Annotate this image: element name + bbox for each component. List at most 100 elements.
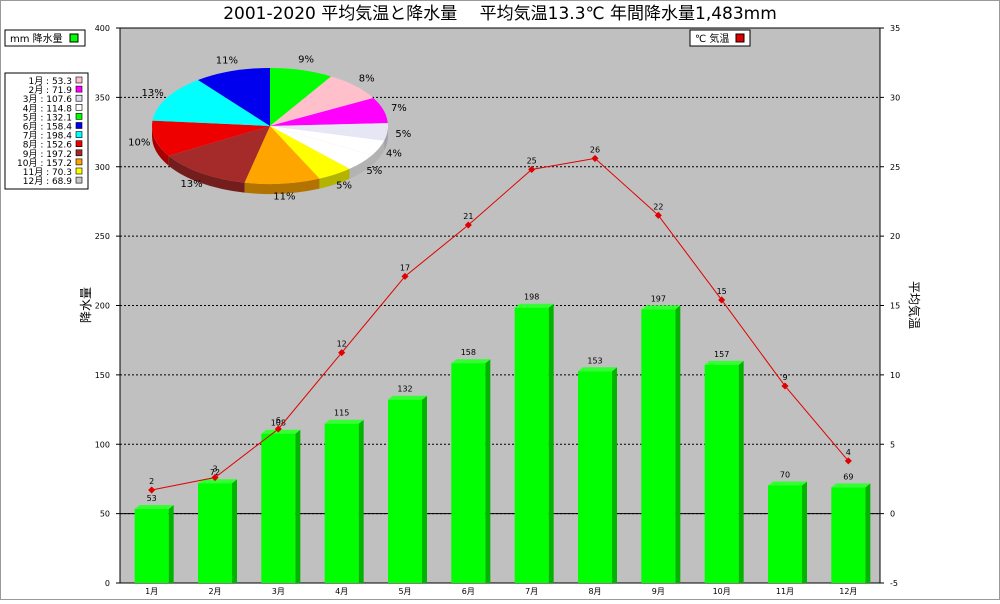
temp-line <box>151 157 849 491</box>
pie-slice <box>270 97 388 126</box>
monthly-legend-entry: 2月 : 71.9 <box>28 85 72 96</box>
bar-top <box>641 305 681 310</box>
temp-point <box>718 296 726 304</box>
temp-data-label: 2 <box>149 477 154 486</box>
monthly-legend-swatch <box>75 149 83 157</box>
bar-top <box>198 479 237 484</box>
temp-legend-label: ℃ 気温 <box>695 32 729 45</box>
y-left-tick-label: 0 <box>105 579 110 588</box>
precip-data-label: 115 <box>334 409 349 418</box>
monthly-legend-swatch <box>75 158 83 166</box>
monthly-legend-entry: 11月 : 70.3 <box>23 167 72 178</box>
monthly-legend-entry: 3月 : 107.6 <box>23 94 73 105</box>
pie-slice-side <box>384 126 388 151</box>
y-left-tick-label: 50 <box>100 510 110 519</box>
monthly-legend-entry: 4月 : 114.8 <box>23 103 73 114</box>
monthly-legend-entry: 10月 : 157.2 <box>17 158 72 169</box>
x-tick-label: 10月 <box>713 587 731 596</box>
temp-data-label: 4 <box>846 448 851 457</box>
y-right-tick-label: 0 <box>890 510 895 519</box>
pie-slice-label: 5% <box>395 129 411 140</box>
bar-top <box>261 429 301 434</box>
y-right-tick-label: 35 <box>890 24 900 33</box>
pie-slice <box>270 126 350 179</box>
pie-slice <box>152 120 270 156</box>
precip-data-label: 72 <box>210 468 220 477</box>
pie-slice <box>270 123 389 141</box>
temp-point <box>654 211 662 219</box>
precip-bar <box>261 433 296 583</box>
monthly-legend-entry: 1月 : 53.3 <box>28 76 72 87</box>
y-right-tick-label: -5 <box>890 579 898 588</box>
precip-bar <box>641 309 676 583</box>
x-tick-label: 7月 <box>525 587 538 596</box>
precip-bar <box>514 307 549 583</box>
precip-bar <box>134 509 169 583</box>
monthly-legend-swatch <box>75 140 83 147</box>
y-right-tick-label: 10 <box>890 371 900 380</box>
pie-slice-side <box>319 168 350 189</box>
temp-point <box>844 457 852 465</box>
pie-slice <box>198 68 270 126</box>
temp-point <box>591 154 599 162</box>
pie-slice-label: 8% <box>359 74 375 85</box>
pie-slice <box>270 76 374 126</box>
y-left-tick-label: 150 <box>95 371 110 380</box>
pie-slice-label: 5% <box>336 180 352 191</box>
precip-data-label: 197 <box>651 294 666 303</box>
bar-top <box>831 483 871 488</box>
precip-bar <box>831 487 866 583</box>
bar-side <box>295 429 301 583</box>
pie-slice <box>270 68 332 126</box>
precip-legend-label: mm 降水量 <box>10 32 63 45</box>
precip-data-label: 108 <box>271 419 286 428</box>
temp-data-label: 25 <box>527 157 537 166</box>
precip-data-label: 158 <box>461 348 476 357</box>
x-tick-label: 9月 <box>652 587 665 596</box>
y-left-tick-label: 400 <box>95 24 110 33</box>
pie-slice <box>168 126 270 183</box>
monthly-legend-swatch <box>75 113 83 120</box>
y-left-axis-label: 降水量 <box>79 287 93 323</box>
pie-slice <box>152 80 270 126</box>
monthly-legend-entry: 9月 : 197.2 <box>23 149 72 160</box>
pie-slice-label: 13% <box>180 179 202 190</box>
precip-legend-box <box>4 29 86 47</box>
bar-side <box>548 303 554 583</box>
temp-point <box>401 272 409 280</box>
bar-side <box>865 483 871 583</box>
precip-bar <box>451 363 486 583</box>
monthly-legend-swatch <box>75 76 83 84</box>
monthly-legend-swatch <box>75 167 83 175</box>
x-tick-label: 11月 <box>776 587 794 596</box>
monthly-legend-entry: 6月 : 158.4 <box>23 122 73 133</box>
precip-bar <box>198 483 232 583</box>
temp-data-label: 9 <box>782 373 787 382</box>
pie-slice-label: 10% <box>128 137 150 148</box>
y-right-tick-label: 15 <box>890 302 900 311</box>
y-left-tick-label: 250 <box>95 232 110 241</box>
temp-data-label: 26 <box>590 145 600 154</box>
bar-side <box>168 505 174 583</box>
bar-side <box>802 481 807 583</box>
precip-data-label: 198 <box>524 293 539 302</box>
pie-slice-label: 5% <box>366 166 382 177</box>
x-tick-label: 4月 <box>335 587 348 596</box>
precip-bar <box>388 399 422 583</box>
bar-top <box>704 360 744 365</box>
x-tick-label: 12月 <box>839 587 857 596</box>
pie-slice <box>244 126 320 184</box>
monthly-legend-entry: 5月 : 132.1 <box>23 112 72 123</box>
temp-legend-box <box>689 29 751 47</box>
precip-data-label: 153 <box>587 356 602 365</box>
temp-data-label: 21 <box>463 212 473 221</box>
y-right-axis-label: 平均気温 <box>907 281 922 329</box>
bar-top <box>768 481 807 486</box>
precip-bar <box>768 485 802 583</box>
precip-bar <box>704 364 739 583</box>
y-left-tick-label: 300 <box>95 163 110 172</box>
bar-side <box>738 360 744 583</box>
y-right-tick-label: 5 <box>890 440 895 449</box>
